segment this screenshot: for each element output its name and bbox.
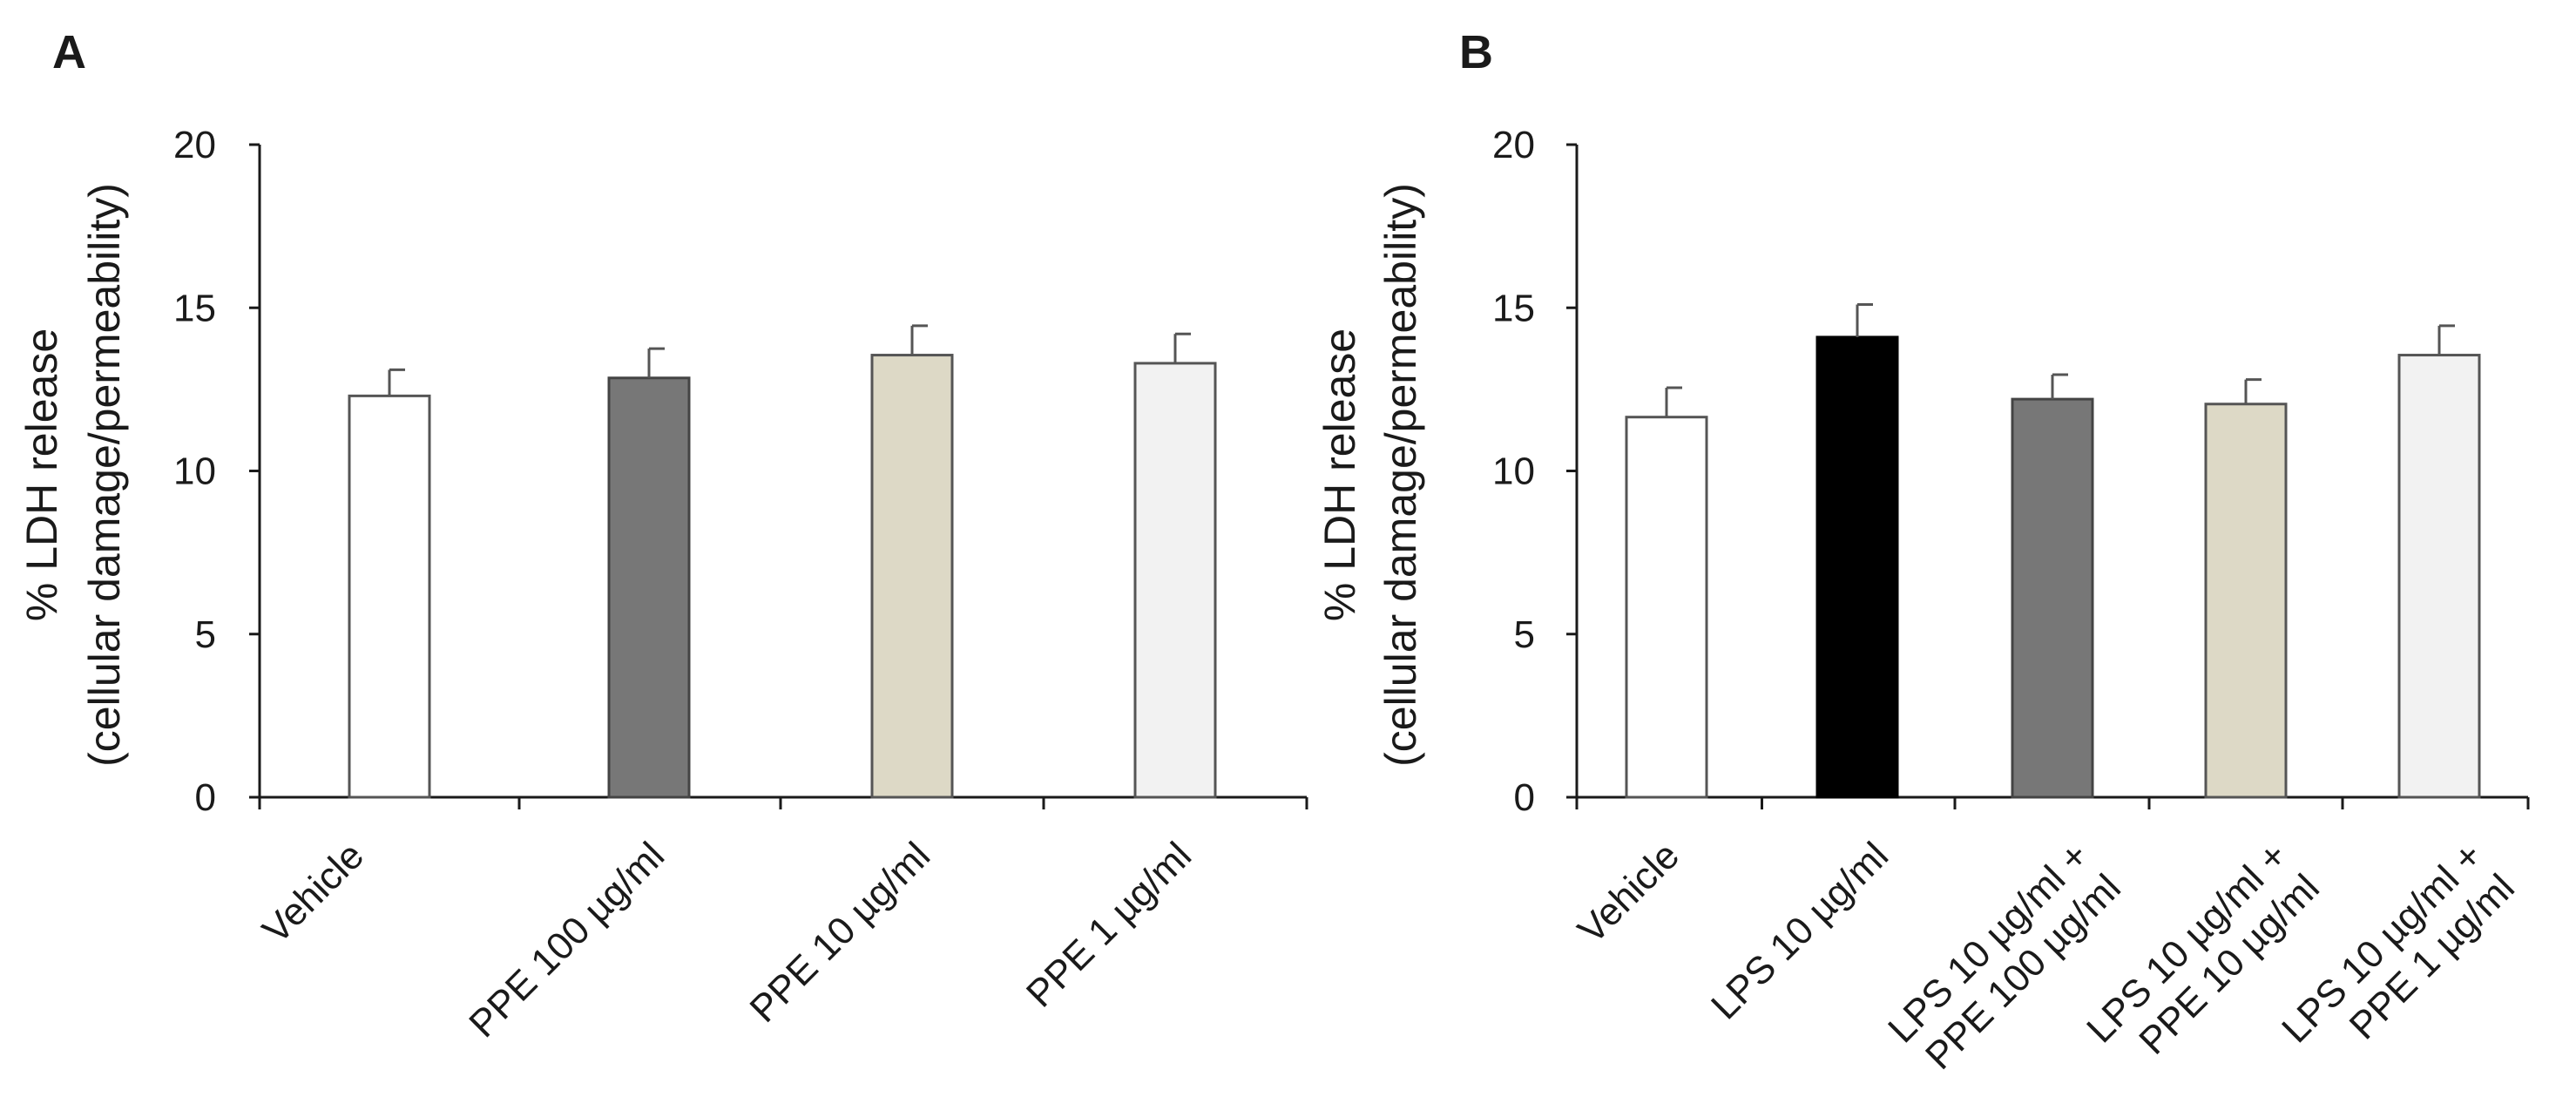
panel-letter: B xyxy=(1459,26,1493,78)
x-category-label-line: PPE 100 µg/ml xyxy=(461,834,673,1046)
y-tick-label: 5 xyxy=(195,613,216,656)
y-tick-label: 0 xyxy=(1514,776,1535,819)
bar xyxy=(2204,403,2288,799)
y-tick-label: 20 xyxy=(1492,124,1535,166)
chart-panel-b: B % LDH release (cellular damage/permeabil… xyxy=(1315,26,2530,1083)
x-category-label: Vehicle xyxy=(1570,834,1687,951)
y-axis-label: % LDH release xyxy=(17,328,66,621)
chart-panel-a: A % LDH release (cellular damage/permeabil… xyxy=(17,26,1308,1046)
panel-letter: A xyxy=(52,26,86,78)
bar xyxy=(1133,362,1217,799)
x-category-label: PPE 10 µg/ml xyxy=(742,834,939,1031)
y-tick-label: 10 xyxy=(1492,450,1535,493)
y-tick-label: 0 xyxy=(195,776,216,819)
y-tick-label: 20 xyxy=(173,124,216,166)
x-category-label-line: PPE 10 µg/ml xyxy=(742,834,939,1031)
x-category-label: PPE 1 µg/ml xyxy=(1018,834,1200,1015)
x-category-label-line: PPE 1 µg/ml xyxy=(1018,834,1200,1015)
x-category-label: LPS 10 µg/ml xyxy=(1703,834,1897,1027)
bar xyxy=(2011,397,2094,799)
x-category-label-line: LPS 10 µg/ml xyxy=(1703,834,1897,1027)
bar xyxy=(1625,416,1708,799)
x-category-label: LPS 10 µg/ml +PPE 100 µg/ml xyxy=(1880,834,2129,1083)
bar xyxy=(348,394,431,799)
x-category-label-line: Vehicle xyxy=(254,834,372,951)
x-category-label: LPS 10 µg/ml +PPE 1 µg/ml xyxy=(2274,834,2523,1083)
bar xyxy=(1815,335,1899,799)
bar xyxy=(2397,354,2481,799)
bar xyxy=(607,376,691,799)
x-category-label: LPS 10 µg/ml +PPE 10 µg/ml xyxy=(2079,834,2328,1083)
y-axis-label-line-2: (cellular damage/permeability) xyxy=(1376,183,1425,767)
y-axis-label-line-2: (cellular damage/permeability) xyxy=(80,183,129,767)
y-axis-label: % LDH release xyxy=(1315,328,1364,621)
x-category-label: Vehicle xyxy=(254,834,372,951)
bar xyxy=(870,354,954,799)
y-tick-label: 5 xyxy=(1514,613,1535,656)
y-tick-label: 10 xyxy=(173,450,216,493)
x-category-label-line: Vehicle xyxy=(1570,834,1687,951)
y-tick-label: 15 xyxy=(1492,287,1535,329)
y-tick-label: 15 xyxy=(173,287,216,329)
x-category-label: PPE 100 µg/ml xyxy=(461,834,673,1046)
